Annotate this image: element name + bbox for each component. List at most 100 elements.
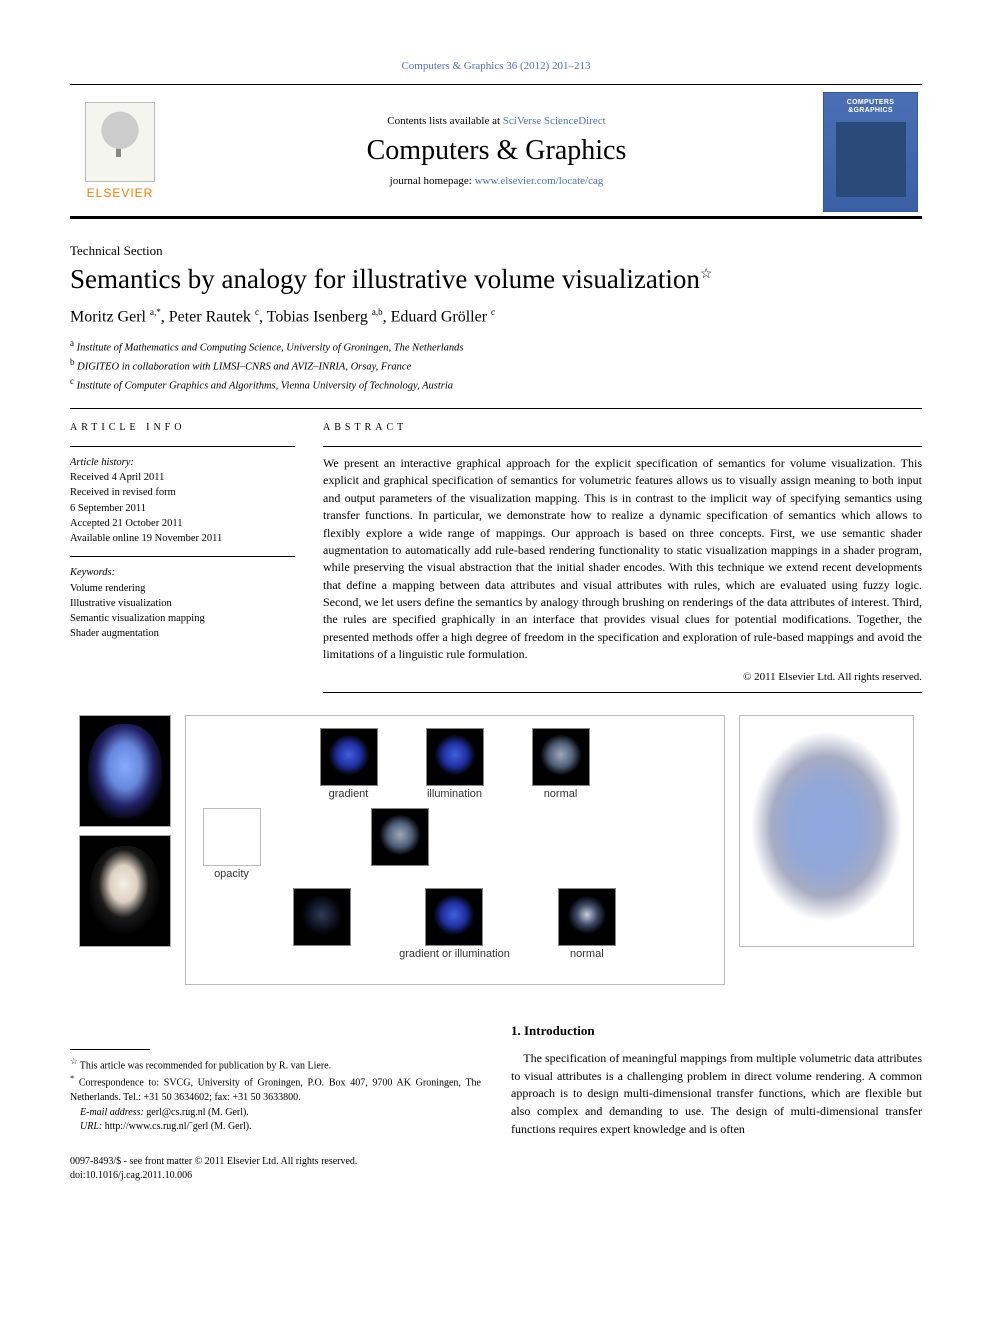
- front-matter-line: 0097-8493/$ - see front matter © 2011 El…: [70, 1155, 922, 1183]
- journal-title: Computers & Graphics: [367, 135, 627, 167]
- left-column: ☆ This article was recommended for publi…: [70, 1021, 481, 1139]
- doi-text: doi:10.1016/j.cag.2011.10.006: [70, 1169, 922, 1183]
- history-received: Received 4 April 2011: [70, 470, 295, 485]
- history-revised-date: 6 September 2011: [70, 501, 295, 516]
- paper-title: Semantics by analogy for illustrative vo…: [70, 263, 922, 295]
- abstract-heading: ABSTRACT: [323, 421, 922, 436]
- right-column: 1. Introduction The specification of mea…: [511, 1021, 922, 1139]
- ga-thumb-stipple-head: [79, 835, 171, 947]
- ga-slot-bottom-left: [293, 888, 351, 946]
- ga-box-grad-or-illum: [425, 888, 483, 946]
- history-revised: Received in revised form: [70, 485, 295, 500]
- author-2-aff: c: [255, 307, 259, 317]
- ga-box-normal: [532, 728, 590, 786]
- ga-box-illumination: [426, 728, 484, 786]
- ga-slot-normal: normal: [532, 728, 590, 800]
- ga-thumb-colored-head: [79, 715, 171, 827]
- ga-label-normal2: normal: [570, 948, 604, 960]
- section-label: Technical Section: [70, 243, 922, 259]
- ga-label-gradient: gradient: [329, 788, 369, 800]
- ga-box-result-mid: [371, 808, 429, 866]
- ga-label-normal: normal: [544, 788, 578, 800]
- journal-homepage-line: journal homepage: www.elsevier.com/locat…: [390, 175, 604, 187]
- ga-box-gradient: [320, 728, 378, 786]
- homepage-prefix: journal homepage:: [390, 175, 475, 187]
- ga-slot-result-mid: [371, 808, 429, 866]
- ga-slot-illumination: illumination: [426, 728, 484, 800]
- ga-box-bottom-left: [293, 888, 351, 946]
- section-1-heading: 1. Introduction: [511, 1021, 922, 1040]
- footnote-url: URL: http://www.cs.rug.nl/˜gerl (M. Gerl…: [70, 1120, 481, 1135]
- divider: [70, 408, 922, 409]
- ga-slot-opacity: opacity: [203, 808, 261, 880]
- divider: [70, 556, 295, 557]
- ga-rule-diagram: gradient illumination normal opacity: [185, 715, 725, 985]
- ga-box-normal2: [558, 888, 616, 946]
- ga-label-illumination: illumination: [427, 788, 482, 800]
- top-citation-link[interactable]: Computers & Graphics 36 (2012) 201–213: [401, 60, 590, 72]
- article-history-block: Article history: Received 4 April 2011 R…: [70, 455, 295, 546]
- title-footnote-mark: ☆: [700, 265, 713, 281]
- affiliation-a: a Institute of Mathematics and Computing…: [70, 337, 922, 356]
- article-info-column: ARTICLE INFO Article history: Received 4…: [70, 421, 295, 692]
- header-center: Contents lists available at SciVerse Sci…: [170, 85, 823, 216]
- footnote-recommended: ☆ This article was recommended for publi…: [70, 1056, 481, 1074]
- ga-slot-grad-or-illum: gradient or illumination: [399, 888, 510, 960]
- history-online: Available online 19 November 2011: [70, 531, 295, 546]
- author-1-corrmark: *: [156, 307, 161, 317]
- ga-result-rendering: [739, 715, 914, 947]
- history-accepted: Accepted 21 October 2011: [70, 516, 295, 531]
- body-columns: ☆ This article was recommended for publi…: [70, 1021, 922, 1139]
- author-2: Peter Rautek: [169, 309, 251, 326]
- keywords-label: Keywords:: [70, 565, 295, 580]
- author-4-aff: c: [491, 307, 495, 317]
- abstract-copyright: © 2011 Elsevier Ltd. All rights reserved…: [323, 670, 922, 686]
- author-3: Tobias Isenberg: [267, 309, 368, 326]
- author-list: Moritz Gerl a,*, Peter Rautek c, Tobias …: [70, 307, 922, 326]
- ga-slot-normal2: normal: [558, 888, 616, 960]
- journal-header: ELSEVIER Contents lists available at Sci…: [70, 84, 922, 219]
- article-info-heading: ARTICLE INFO: [70, 421, 295, 436]
- affiliation-c: c Institute of Computer Graphics and Alg…: [70, 375, 922, 394]
- ga-row-top: gradient illumination normal: [202, 728, 708, 800]
- contents-available-line: Contents lists available at SciVerse Sci…: [387, 115, 605, 127]
- ga-box-opacity: [203, 808, 261, 866]
- top-citation: Computers & Graphics 36 (2012) 201–213: [70, 60, 922, 72]
- ga-left-thumbs: [79, 715, 171, 947]
- divider: [323, 692, 922, 693]
- footnote-email: E-mail address: gerl@cs.rug.nl (M. Gerl)…: [70, 1106, 481, 1121]
- footnote-separator: [70, 1049, 150, 1050]
- keyword: Semantic visualization mapping: [70, 611, 295, 626]
- elsevier-logo: ELSEVIER: [70, 85, 170, 216]
- author-4: Eduard Gröller: [391, 309, 487, 326]
- front-matter-text: 0097-8493/$ - see front matter © 2011 El…: [70, 1155, 922, 1169]
- keywords-block: Keywords: Volume rendering Illustrative …: [70, 565, 295, 641]
- ga-slot-gradient: gradient: [320, 728, 378, 800]
- journal-cover-title: COMPUTERS &GRAPHICS: [828, 99, 913, 114]
- sciencedirect-link[interactable]: SciVerse ScienceDirect: [503, 115, 606, 127]
- elsevier-tree-icon: [85, 102, 155, 182]
- abstract-column: ABSTRACT We present an interactive graph…: [323, 421, 922, 692]
- ga-row-mid: opacity: [202, 808, 708, 880]
- contents-prefix: Contents lists available at: [387, 115, 502, 127]
- ga-row-bottom: gradient or illumination normal: [202, 888, 708, 960]
- abstract-text: We present an interactive graphical appr…: [323, 455, 922, 664]
- keyword: Volume rendering: [70, 581, 295, 596]
- divider: [70, 446, 295, 447]
- elsevier-wordmark: ELSEVIER: [87, 186, 154, 200]
- author-1: Moritz Gerl: [70, 309, 146, 326]
- author-3-aff: a,b: [372, 307, 383, 317]
- journal-cover-image: [836, 122, 906, 197]
- divider: [323, 446, 922, 447]
- info-abstract-row: ARTICLE INFO Article history: Received 4…: [70, 421, 922, 692]
- graphical-abstract: gradient illumination normal opacity: [70, 715, 922, 985]
- keyword: Illustrative visualization: [70, 596, 295, 611]
- journal-cover-thumbnail: COMPUTERS &GRAPHICS: [823, 92, 918, 212]
- history-label: Article history:: [70, 455, 295, 470]
- ga-label-grad-or-illum: gradient or illumination: [399, 948, 510, 960]
- affiliation-b: b DIGITEO in collaboration with LIMSI–CN…: [70, 356, 922, 375]
- journal-homepage-link[interactable]: www.elsevier.com/locate/cag: [475, 175, 604, 187]
- paper-title-text: Semantics by analogy for illustrative vo…: [70, 264, 700, 294]
- footnotes: ☆ This article was recommended for publi…: [70, 1056, 481, 1135]
- intro-paragraph: The specification of meaningful mappings…: [511, 1050, 922, 1139]
